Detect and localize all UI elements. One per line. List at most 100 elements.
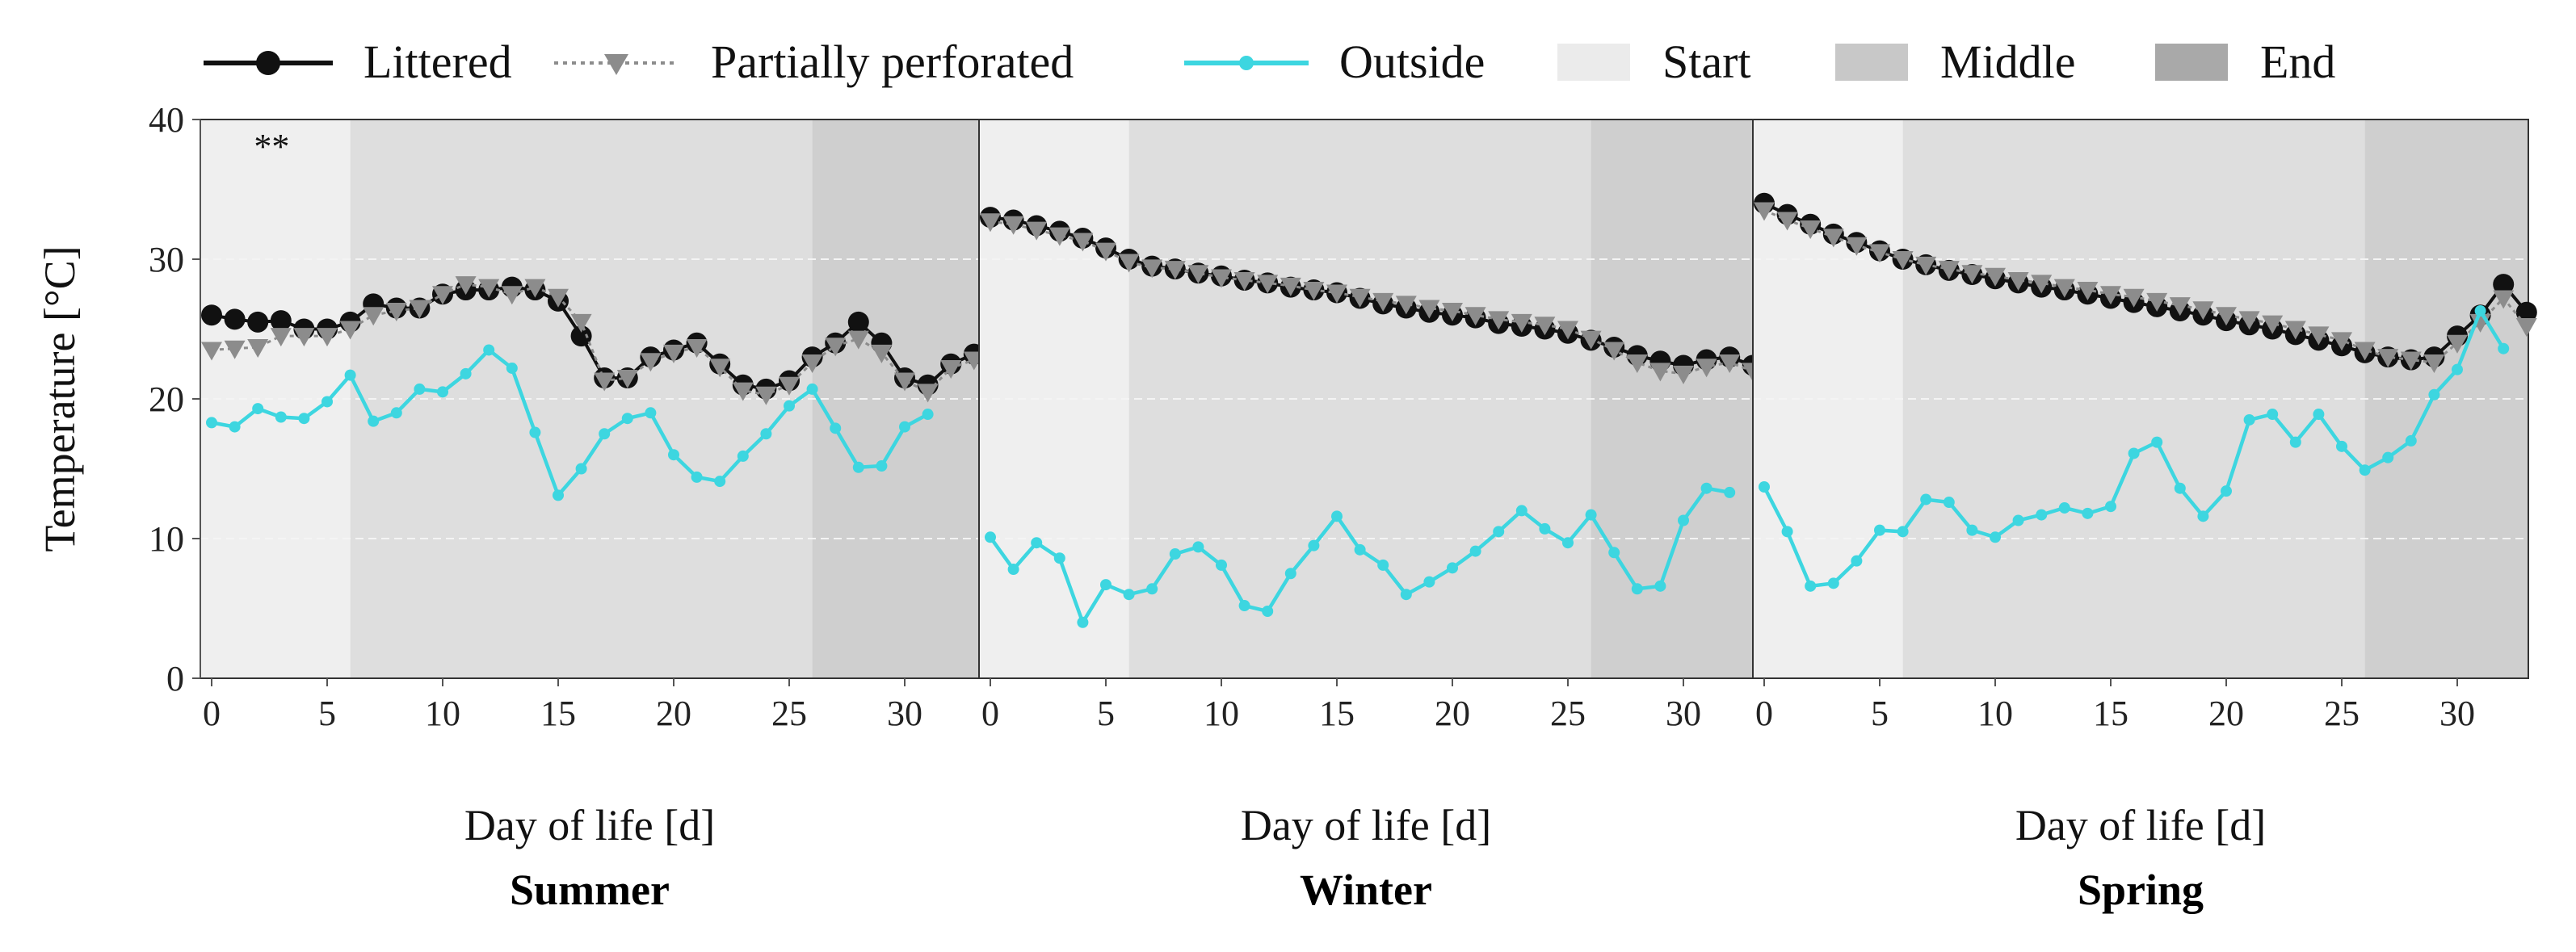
point-outside-day-22 — [714, 476, 726, 488]
point-outside-day-14 — [2082, 507, 2094, 519]
x-tick-label-30: 30 — [887, 694, 922, 733]
point-outside-day-8 — [1943, 497, 1955, 509]
point-partial-day-22 — [2262, 315, 2284, 334]
point-outside-day-0 — [985, 531, 996, 543]
x-tick-label-25: 25 — [2324, 694, 2360, 733]
point-partial-day-2 — [1800, 220, 1822, 239]
point-partial-day-24 — [755, 386, 777, 405]
season-title: Winter — [1300, 866, 1432, 914]
point-outside-day-16 — [1354, 543, 1366, 556]
point-outside-day-17 — [599, 428, 611, 440]
point-partial-day-16 — [1349, 288, 1371, 308]
x-tick-label-0: 0 — [981, 694, 999, 733]
y-axis-title: Temperature [°C] — [36, 245, 84, 551]
point-outside-day-12 — [1262, 605, 1274, 617]
x-tick-label-25: 25 — [1550, 694, 1586, 733]
panel-winter: 0 5 10 15 20 25 30 Day of life [d] Winter — [978, 119, 1763, 914]
point-partial-day-11 — [2007, 271, 2029, 291]
point-partial-day-32 — [1719, 354, 1741, 374]
point-outside-day-4 — [1077, 616, 1089, 628]
point-partial-day-23 — [2284, 321, 2306, 340]
point-partial-day-17 — [594, 372, 616, 392]
legend-start-patch — [1557, 44, 1630, 81]
point-outside-day-27 — [830, 422, 842, 434]
point-partial-day-7 — [1141, 259, 1163, 279]
point-partial-day-9 — [1961, 265, 1983, 284]
point-partial-day-30 — [894, 372, 915, 392]
point-outside-day-4 — [298, 413, 310, 425]
point-outside-day-14 — [529, 426, 541, 438]
legend-start-label: Start — [1662, 36, 1751, 88]
point-partial-day-1 — [224, 340, 246, 359]
x-tick-label-5: 5 — [1097, 694, 1115, 733]
point-partial-day-27 — [1603, 342, 1625, 361]
point-outside-day-3 — [1053, 552, 1065, 564]
point-partial-day-15 — [2100, 286, 2121, 305]
point-outside-day-32 — [2498, 342, 2510, 354]
point-outside-day-24 — [1539, 522, 1551, 535]
point-partial-day-31 — [1696, 359, 1717, 378]
panel-summer: 0 5 10 15 20 25 30 Day of life [d] Summer ** — [200, 119, 985, 914]
point-outside-day-24 — [760, 428, 772, 440]
point-outside-day-8 — [1169, 548, 1181, 560]
point-outside-day-23 — [2289, 436, 2301, 448]
point-outside-day-25 — [784, 400, 795, 412]
point-partial-day-23 — [1511, 313, 1532, 333]
season-title: Summer — [510, 866, 670, 914]
point-partial-day-21 — [686, 338, 708, 358]
point-outside-day-28 — [2405, 434, 2417, 447]
point-littered-day-1 — [224, 308, 246, 330]
point-partial-day-12 — [478, 279, 500, 298]
x-tick-label-10: 10 — [1977, 694, 2013, 733]
point-partial-day-3 — [1048, 227, 1070, 246]
point-outside-day-12 — [2036, 509, 2048, 521]
series-partial — [980, 213, 1763, 384]
point-partial-day-32 — [2493, 290, 2515, 309]
point-outside-day-11 — [1238, 600, 1250, 612]
panel-spring: 0 5 10 15 20 25 30 Day of life [d] Spring — [1752, 119, 2537, 914]
point-partial-day-6 — [1892, 251, 1914, 270]
point-outside-day-13 — [506, 362, 518, 374]
line-partial — [1763, 209, 2528, 364]
point-outside-day-0 — [206, 417, 217, 429]
point-partial-day-6 — [1118, 254, 1140, 273]
point-partial-day-18 — [616, 370, 638, 389]
point-partial-day-14 — [524, 279, 546, 298]
point-outside-day-6 — [1897, 526, 1909, 538]
x-tick-label-20: 20 — [1435, 694, 1470, 733]
point-partial-day-4 — [1072, 233, 1094, 252]
x-tick-label-5: 5 — [318, 694, 336, 733]
point-partial-day-16 — [570, 313, 592, 333]
point-partial-day-14 — [2077, 282, 2099, 301]
point-outside-day-30 — [2452, 363, 2463, 375]
point-outside-day-2 — [252, 403, 264, 415]
point-outside-day-30 — [899, 421, 910, 433]
line-partial — [990, 220, 1754, 375]
point-outside-day-23 — [737, 450, 749, 462]
point-outside-day-28 — [1631, 583, 1643, 595]
point-partial-day-19 — [1418, 300, 1440, 319]
x-tick-label-25: 25 — [771, 694, 807, 733]
x-tick-label-5: 5 — [1871, 694, 1889, 733]
point-partial-day-25 — [779, 376, 800, 396]
line-littered — [990, 216, 1754, 367]
x-axis-title: Day of life [d] — [2015, 801, 2266, 849]
point-outside-day-16 — [2128, 447, 2140, 459]
legend-end-patch — [2155, 44, 2228, 81]
point-partial-day-15 — [548, 288, 569, 308]
point-partial-day-28 — [1626, 354, 1648, 374]
point-partial-day-19 — [2192, 301, 2214, 321]
point-outside-day-26 — [806, 383, 818, 395]
point-outside-day-25 — [2336, 440, 2347, 452]
point-outside-day-31 — [1700, 482, 1712, 494]
point-partial-day-20 — [2216, 307, 2237, 326]
point-outside-day-29 — [876, 460, 888, 472]
point-outside-day-20 — [1447, 562, 1458, 574]
point-outside-day-0 — [1759, 480, 1770, 493]
point-outside-day-3 — [1827, 577, 1839, 589]
point-outside-day-20 — [668, 449, 679, 461]
point-partial-day-8 — [1938, 261, 1960, 280]
point-partial-day-0 — [980, 213, 1001, 233]
point-littered-day-16 — [570, 325, 592, 347]
x-tick-label-20: 20 — [2208, 694, 2244, 733]
